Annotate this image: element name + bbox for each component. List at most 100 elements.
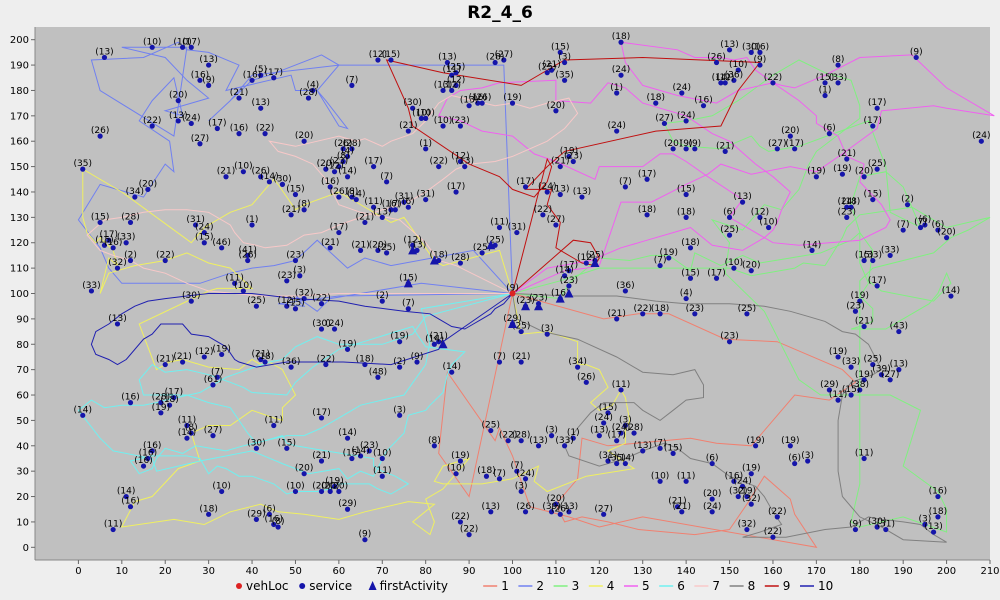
service-point-label: (28) (451, 253, 469, 263)
service-point-label: (15) (343, 448, 361, 458)
service-point (605, 458, 611, 464)
service-point (258, 356, 264, 363)
x-tick-label: 0 (75, 566, 81, 577)
service-point-label: (15) (278, 438, 296, 448)
service-point-label: (24) (838, 197, 856, 207)
service-point (514, 468, 520, 474)
service-point-label: (20) (330, 481, 348, 491)
service-point (340, 146, 346, 152)
service-point-label: (30) (742, 42, 760, 52)
service-point (379, 298, 385, 304)
service-point (240, 288, 246, 294)
service-point-label: (10) (173, 37, 191, 47)
service-point-label: (21) (551, 157, 569, 167)
service-point-label: (26) (238, 251, 256, 261)
service-point-label: (22) (764, 527, 782, 537)
service-point-label: (10) (412, 108, 430, 118)
service-point-label: (15) (677, 185, 695, 195)
service-point (640, 311, 646, 317)
service-point (904, 202, 911, 208)
service-point-label: (17) (638, 169, 656, 179)
service-point (370, 204, 377, 210)
service-point-label: (14) (555, 266, 573, 276)
service-point (739, 199, 746, 205)
service-point (766, 224, 772, 231)
service-point (722, 80, 728, 86)
service-point-label: (16) (382, 200, 400, 210)
service-point-label: (16) (929, 487, 947, 497)
y-tick-label: 20 (16, 492, 29, 503)
service-point-label: (12) (447, 75, 465, 85)
service-point (271, 75, 277, 81)
service-point-label: (35) (74, 159, 92, 169)
x-tick-label: 20 (159, 566, 172, 577)
service-point-label: (3) (619, 415, 632, 425)
service-point (206, 511, 212, 517)
service-point-label: (7) (619, 177, 632, 187)
service-point-label: (23) (720, 332, 738, 342)
service-point (166, 402, 173, 408)
service-point-label: (17) (312, 408, 330, 418)
service-point-label: (20) (369, 240, 387, 250)
service-point-label: (15) (599, 403, 617, 413)
service-point-label: (19) (325, 476, 343, 486)
service-point (709, 496, 715, 502)
x-tick-label: 200 (937, 566, 956, 577)
service-point-label: (36) (282, 357, 300, 367)
service-point (601, 511, 607, 517)
service-point (110, 526, 116, 533)
service-point (874, 105, 880, 111)
service-point-label: (12) (716, 73, 734, 83)
service-point-label: (33) (82, 281, 100, 291)
route-7-line (86, 94, 579, 297)
service-point (114, 265, 121, 271)
service-point (835, 62, 841, 68)
service-point-label: (21) (217, 167, 235, 177)
service-point-label: (19) (829, 347, 847, 357)
x-tick-label: 100 (503, 566, 522, 577)
service-point-label: (21) (429, 332, 447, 342)
y-axis: 0 10 20 30 40 50 60 70 80 90 100 110 120 130 140 150 160… (10, 27, 36, 560)
service-point (787, 133, 793, 139)
service-point (158, 400, 164, 406)
service-point (518, 488, 524, 495)
service-point (687, 275, 694, 281)
service-point-label: (8) (185, 423, 198, 433)
x-tick-label: 160 (763, 566, 782, 577)
service-point-label: (14) (178, 428, 196, 438)
service-point-label: (24) (703, 502, 721, 512)
service-point (284, 278, 290, 284)
service-point (731, 77, 737, 83)
service-point-label: (11) (677, 471, 695, 481)
service-point-label: (12) (442, 80, 460, 90)
service-point-label: (11) (442, 65, 460, 75)
service-point (679, 90, 685, 96)
service-point-label: (24) (612, 65, 630, 75)
service-point (101, 54, 108, 61)
y-tick-label: 160 (10, 137, 29, 148)
service-point (301, 471, 307, 477)
service-point (206, 62, 212, 68)
service-point (657, 445, 663, 451)
service-point-label: (22) (764, 73, 782, 83)
route-8-line (512, 293, 947, 543)
service-point (444, 59, 450, 66)
service-point-label: (21) (282, 205, 300, 215)
service-point (292, 306, 299, 312)
service-point (80, 412, 86, 418)
service-point (896, 328, 902, 335)
service-point-label: (32) (295, 289, 313, 299)
service-point-label: (27) (881, 370, 899, 380)
service-point (709, 460, 715, 467)
service-point-label: (12) (403, 235, 421, 245)
service-point-label: (17) (165, 388, 183, 398)
service-point-label: (14) (942, 286, 960, 296)
service-point-label: (16) (143, 441, 161, 451)
legend-label: 4 (607, 579, 615, 593)
service-point-label: (33) (117, 233, 135, 243)
legend-entry: service (299, 579, 352, 593)
service-point-label: (4) (680, 289, 693, 299)
service-point-label: (16) (139, 448, 157, 458)
service-point (848, 204, 854, 210)
service-point-label: (25) (864, 355, 882, 365)
